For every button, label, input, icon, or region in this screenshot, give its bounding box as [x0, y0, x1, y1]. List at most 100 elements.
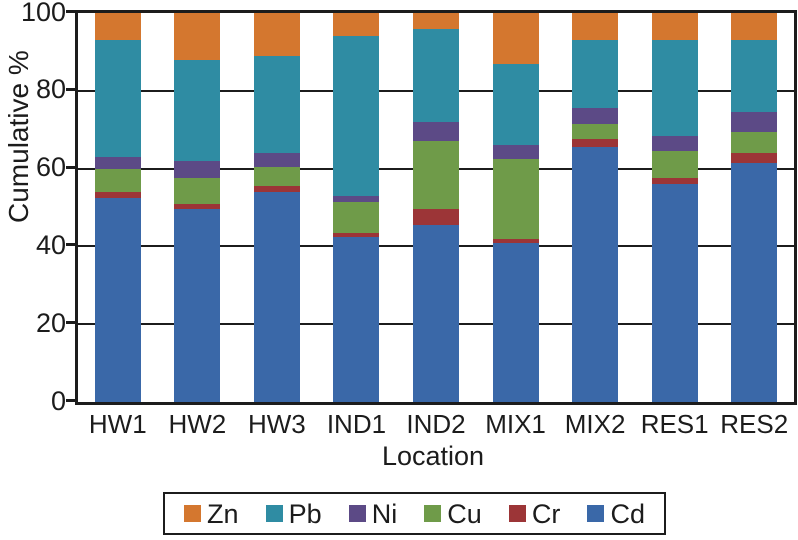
bar-hw2: [174, 13, 221, 402]
bar-segment-zn: [253, 13, 300, 56]
plot-area: [75, 10, 797, 405]
legend-swatch-pb: [265, 505, 283, 522]
bar-segment-cr: [174, 203, 221, 210]
bar-segment-cd: [333, 236, 380, 402]
bar-segment-cu: [253, 166, 300, 187]
bar-segment-zn: [413, 13, 459, 29]
y-tick-label: 100: [20, 0, 66, 27]
bar-segment-pb: [492, 63, 539, 146]
bar-segment-cr: [572, 139, 619, 148]
y-tick-mark: [66, 243, 75, 247]
x-axis-title: Location: [381, 441, 485, 471]
bar-segment-cd: [413, 225, 459, 402]
legend-swatch-cu: [424, 505, 442, 522]
y-tick-label: 20: [35, 307, 66, 338]
bar-segment-cu: [413, 141, 459, 210]
bar-segment-zn: [731, 13, 778, 41]
bar-segment-cd: [94, 197, 141, 402]
bar-segment-cr: [651, 178, 698, 185]
legend-swatch-zn: [184, 505, 201, 522]
bar-res1: [651, 13, 698, 402]
bar-segment-ni: [651, 135, 698, 152]
legend-label: Zn: [207, 498, 239, 529]
x-tick-label: MIX2: [564, 409, 626, 439]
bar-segment-cr: [253, 186, 300, 192]
x-tick-label: RES1: [640, 409, 709, 439]
legend-item-ni: Ni: [348, 498, 398, 529]
y-tick-label: 60: [35, 152, 66, 183]
bar-segment-ni: [572, 108, 619, 124]
bar-segment-cr: [333, 232, 380, 237]
bar-segment-pb: [651, 40, 698, 136]
bar-segment-ni: [731, 112, 778, 132]
x-tick-label: MIX1: [485, 409, 546, 439]
bar-ind1: [333, 13, 380, 402]
bar-segment-zn: [492, 13, 539, 64]
bar-segment-cd: [572, 147, 619, 402]
bar-segment-ni: [94, 156, 141, 169]
legend: Zn Pb Ni Cu Cr Cd: [163, 492, 666, 535]
legend-label: Cr: [531, 498, 561, 529]
bar-segment-cr: [492, 238, 539, 243]
y-tick-label: 40: [35, 229, 66, 260]
bar-segment-pb: [94, 40, 141, 157]
x-tick-label: HW3: [247, 409, 306, 439]
legend-label: Cd: [610, 498, 645, 529]
bar-segment-pb: [731, 40, 778, 113]
legend-swatch-cd: [587, 505, 605, 522]
bar-segment-zn: [651, 13, 698, 41]
bar-segment-cd: [174, 209, 221, 402]
legend-label: Ni: [371, 498, 398, 529]
bar-segment-zn: [572, 13, 619, 41]
bar-segment-pb: [413, 28, 459, 122]
legend-item-pb: Pb: [265, 498, 322, 529]
y-tick-mark: [66, 399, 75, 402]
y-tick-mark: [66, 321, 75, 325]
bar-segment-cu: [94, 168, 141, 192]
legend-label: Pb: [288, 498, 322, 529]
bar-segment-cr: [731, 153, 778, 163]
legend-swatch-ni: [348, 505, 366, 522]
y-tick-mark: [66, 165, 75, 169]
legend-swatch-cr: [508, 505, 526, 522]
bar-segment-cd: [492, 242, 539, 402]
y-tick-mark: [66, 10, 75, 13]
bar-segment-pb: [253, 55, 300, 154]
bar-segment-cd: [651, 184, 698, 402]
bar-mix1: [492, 13, 539, 402]
legend-item-cu: Cu: [424, 499, 482, 529]
x-tick-label: IND2: [406, 409, 466, 439]
bar-segment-cu: [731, 131, 778, 154]
x-tick-label: IND1: [326, 409, 387, 439]
bar-segment-cu: [492, 158, 539, 239]
x-tick-label: HW2: [168, 409, 227, 439]
bar-segment-cd: [731, 162, 778, 402]
legend-label: Cu: [447, 498, 482, 529]
bar-segment-cr: [94, 191, 141, 198]
bar-segment-ni: [174, 160, 221, 179]
bar-segment-cu: [651, 151, 698, 179]
bar-segment-cu: [333, 201, 380, 233]
bar-segment-cr: [413, 209, 459, 226]
x-tick-label: RES2: [720, 409, 789, 439]
bar-res2: [731, 13, 778, 402]
bar-segment-ni: [413, 121, 459, 142]
bar-segment-pb: [572, 40, 619, 109]
y-tick-label: 0: [50, 385, 66, 416]
bar-segment-cd: [253, 191, 300, 402]
legend-item-cr: Cr: [508, 498, 561, 529]
bar-segment-pb: [333, 36, 380, 196]
bar-ind2: [413, 13, 459, 402]
bar-segment-cu: [572, 123, 619, 140]
bar-segment-ni: [492, 145, 539, 159]
y-tick-mark: [66, 87, 75, 91]
bar-segment-cu: [174, 178, 221, 204]
bar-segment-ni: [253, 153, 300, 167]
bar-mix2: [572, 13, 619, 402]
bar-hw1: [94, 13, 141, 402]
bar-segment-zn: [333, 13, 380, 37]
y-tick-label: 80: [35, 74, 66, 105]
bar-segment-ni: [333, 195, 380, 202]
bar-segment-zn: [94, 13, 141, 41]
